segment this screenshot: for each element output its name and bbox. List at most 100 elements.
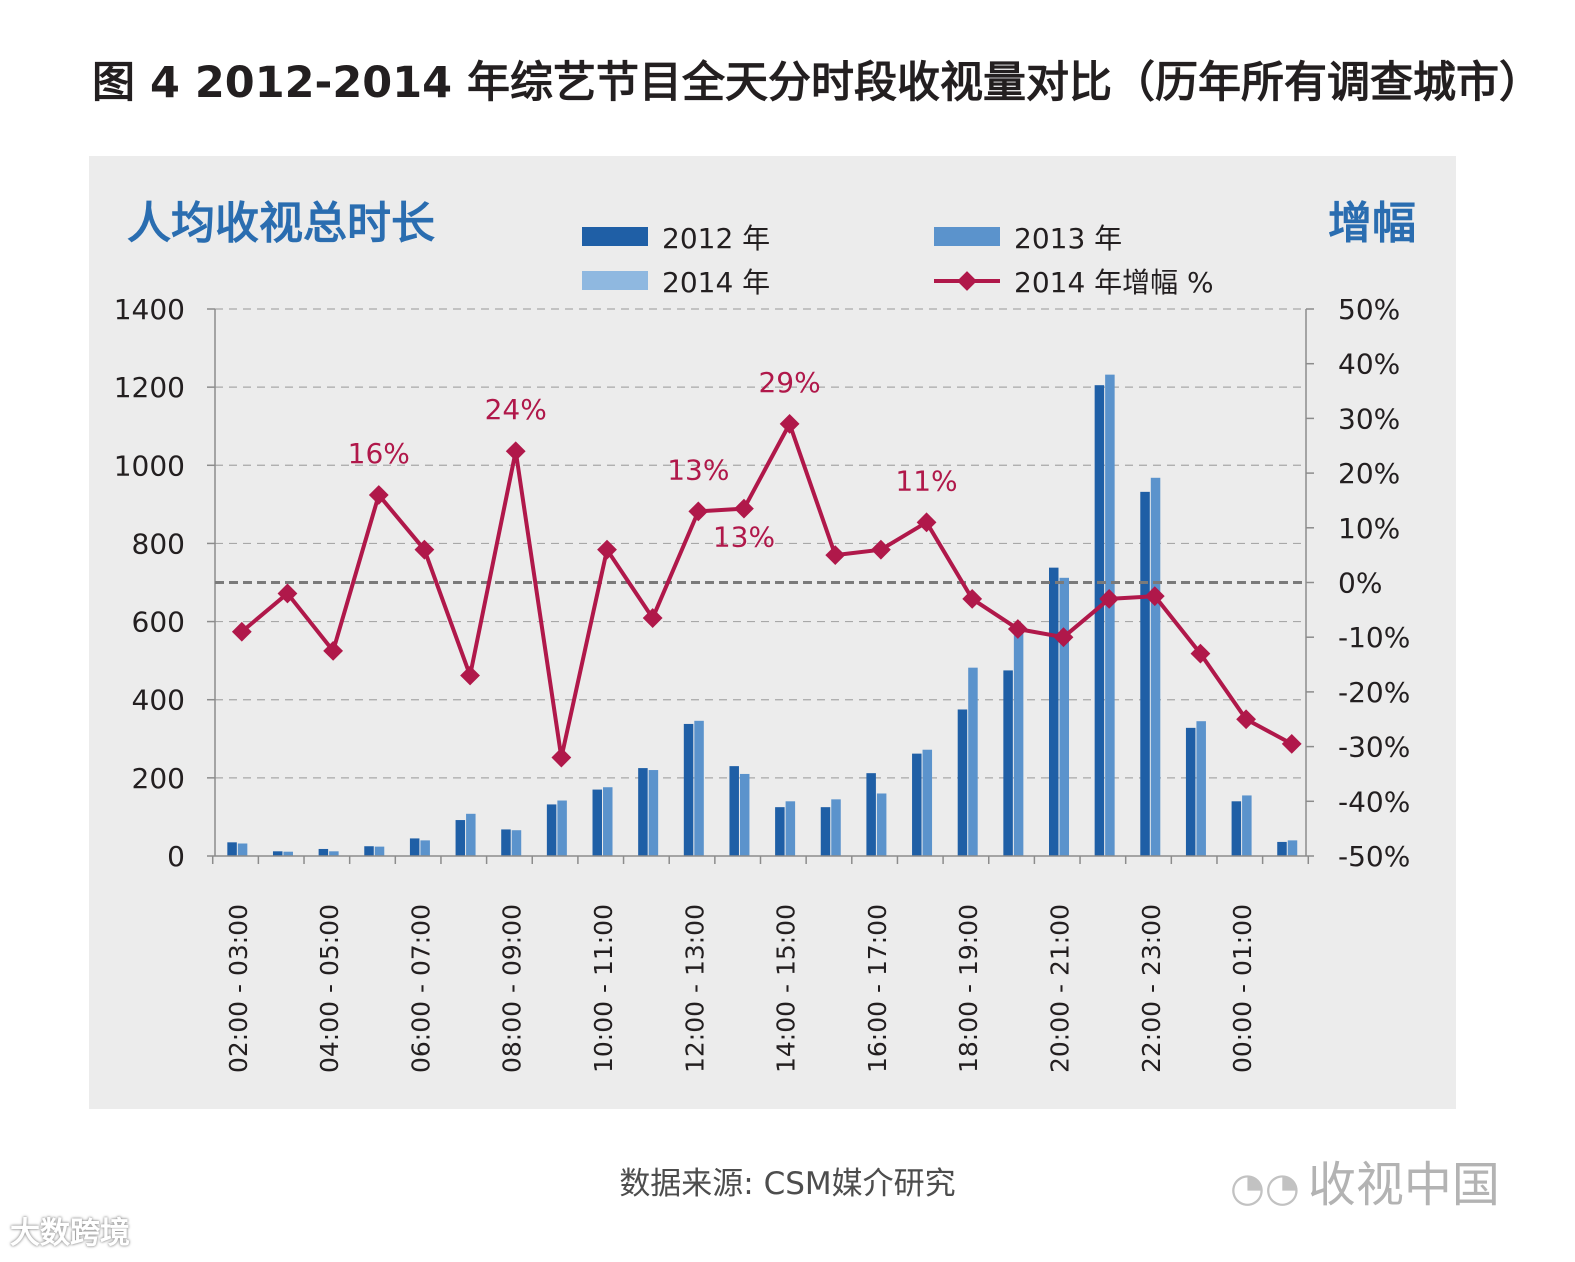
growth-point-18 [1053,627,1074,648]
wechat-icon: ◔◔ [1230,1165,1300,1211]
bar-2013-20 [1150,477,1161,856]
annotations: 16% 24% 13% 13% 29% 11% [348,366,958,554]
bar-2013-7 [557,800,567,856]
xtick-label-0: 02:00 - 03:00 [224,904,253,1073]
legend-line-marker [957,271,977,291]
ytick-right--10%: -10% [1338,621,1410,654]
growth-point-10 [688,501,709,522]
growth-point-8 [597,539,617,560]
ytick-left-400: 400 [132,684,185,717]
bar-2012-1 [272,851,283,856]
legend-label-2: 2014 年 [662,266,770,299]
growth-line [231,413,1302,768]
xtick-label-16: 18:00 - 19:00 [954,904,983,1073]
ytick-left-200: 200 [132,762,185,795]
data-label-4: 29% [758,366,820,399]
bar-2012-2 [318,848,329,856]
bar-2012-7 [546,804,557,856]
bar-2013-0 [237,843,248,856]
bar-2013-11 [739,773,750,856]
bar-2013-2 [329,851,339,856]
xtick-label-6: 08:00 - 09:00 [498,904,527,1073]
legend-swatch-1 [934,227,1000,246]
bar-2013-15 [922,749,933,856]
bar-2012-8 [592,789,603,856]
bar-2013-21 [1196,721,1206,856]
data-label-3: 13% [713,521,775,554]
growth-point-23 [1281,733,1302,754]
bar-2013-13 [831,799,841,856]
growth-point-13 [825,545,846,566]
growth-point-21 [1190,643,1211,664]
watermark-main: ◔◔ 收视中国 [1230,1145,1500,1215]
bar-2012-18 [1048,567,1059,856]
bar-2013-22 [1242,795,1252,856]
ytick-left-0: 0 [167,840,185,873]
xtick-label-2: 04:00 - 05:00 [315,904,344,1073]
bar-2013-6 [511,830,522,856]
bar-2012-12 [775,807,785,856]
data-label-5: 11% [895,464,957,497]
bar-2013-5 [466,813,476,856]
growth-point-4 [414,539,435,560]
bar-2013-23 [1287,840,1298,856]
xtick-label-8: 10:00 - 11:00 [589,904,618,1073]
legend-swatch-0 [582,227,648,246]
xtick-label-12: 14:00 - 15:00 [772,904,801,1073]
ytick-right--30%: -30% [1338,731,1410,764]
growth-point-20 [1144,586,1165,607]
ytick-right-10%: 10% [1338,512,1400,545]
growth-point-11 [734,498,754,519]
bar-2012-15 [912,753,922,856]
ytick-left-1400: 1400 [114,293,185,326]
data-source: 数据来源: CSM媒介研究 [619,1166,956,1202]
data-label-2: 13% [667,453,729,486]
data-label-1: 24% [485,393,547,426]
bar-2013-14 [876,793,887,856]
growth-point-2 [323,640,344,661]
growth-point-12 [779,413,800,434]
bar-2013-10 [694,720,704,856]
ytick-left-1000: 1000 [114,449,185,482]
ytick-left-1200: 1200 [114,371,185,404]
watermark-main-text: 收视中国 [1307,1157,1500,1213]
axes: 0 200 400 600 800 1000 1200 1400 -50% -40% -30% -20… [114,293,1411,1073]
bar-2013-19 [1105,374,1115,856]
legend-label-0: 2012 年 [662,222,770,255]
ytick-right-50%: 50% [1338,293,1400,326]
bar-2013-4 [420,840,430,856]
bar-2012-21 [1185,727,1196,856]
xtick-label-10: 12:00 - 13:00 [680,904,709,1073]
bar-2012-11 [729,766,739,856]
growth-point-15 [916,512,937,533]
xtick-label-14: 16:00 - 17:00 [863,904,892,1073]
watermark-corner: 大数跨境 [10,1208,130,1252]
bar-2012-0 [227,842,237,856]
ytick-right--50%: -50% [1338,840,1410,873]
growth-point-16 [962,589,983,609]
bar-2012-19 [1094,385,1105,856]
xtick-label-22: 00:00 - 01:00 [1228,904,1257,1073]
growth-point-5 [460,665,480,686]
growth-point-14 [871,539,891,560]
growth-point-1 [277,583,298,604]
ytick-right--40%: -40% [1338,785,1410,818]
chart-panel: 人均收视总时长 增幅 2012 年 2013 年 2014 年 2014 年增幅 % … [89,156,1456,1109]
bar-2012-14 [866,773,876,856]
chart-title: 图 4 2012-2014 年综艺节目全天分时段收视量对比（历年所有调查城市） [92,58,1543,108]
growth-point-3 [368,485,389,505]
growth-point-6 [505,441,526,462]
ytick-left-800: 800 [132,527,185,560]
ytick-right-20%: 20% [1338,457,1400,490]
ytick-right--20%: -20% [1338,676,1410,709]
bar-2012-20 [1140,491,1150,856]
bar-2012-16 [957,709,968,856]
growth-line-path [240,421,1293,760]
bar-2012-9 [638,768,648,856]
bar-2012-6 [501,829,511,856]
legend: 2012 年 2013 年 2014 年 2014 年增幅 % [582,222,1214,299]
growth-point-0 [231,621,252,642]
bar-2013-17 [1013,633,1024,856]
ytick-right-40%: 40% [1338,348,1400,381]
